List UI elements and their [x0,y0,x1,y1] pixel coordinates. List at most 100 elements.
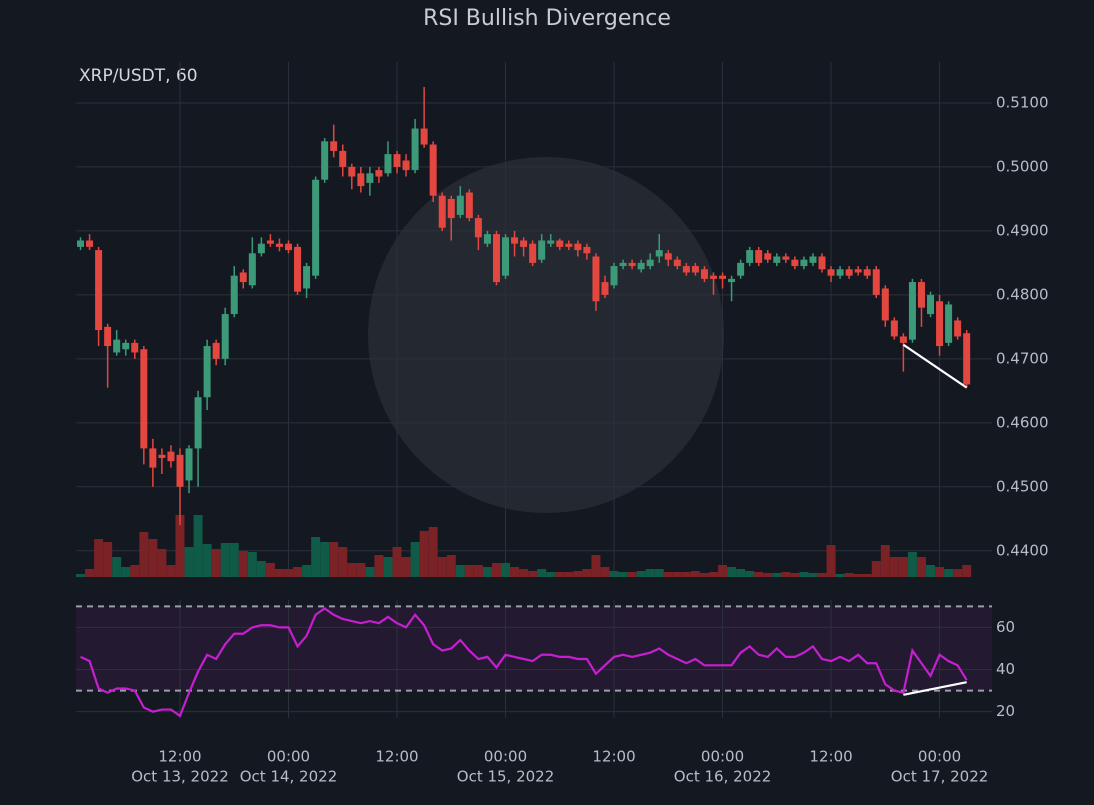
candle-body [845,269,853,276]
volume-bar [844,573,854,577]
volume-bar [754,572,764,577]
volume-bar [745,571,755,577]
volume-bar [374,555,384,577]
volume-bar [916,557,926,577]
candle-body [230,275,238,315]
candle-body [176,454,184,487]
volume-bar [283,569,293,577]
volume-bar [103,542,113,577]
y-tick-label: 0.5100 [996,93,1049,111]
candle-body [77,240,85,247]
volume-bar [238,551,248,577]
candle-body [420,128,428,145]
candle-body [764,253,772,260]
y-tick-label: 0.5000 [996,157,1049,175]
x-tick-date: Oct 13, 2022 [131,768,229,786]
x-tick-date: Oct 15, 2022 [457,768,555,786]
candle-body [167,451,175,462]
volume-bar [112,557,122,577]
candle-body [691,266,699,273]
candle-body [583,246,591,254]
volume-bar [898,557,908,577]
candle-body [239,272,247,283]
candle-body [863,269,871,276]
candle-body [538,240,546,260]
candle-body [818,256,826,270]
candle-body [330,141,338,151]
candle-body [492,234,500,283]
candle-body [782,256,790,260]
candle-body [628,262,636,267]
candle-body [402,160,410,171]
volume-bar [681,572,691,577]
candle-body [86,240,94,247]
volume-bar [410,542,420,577]
x-tick-label: 00:00 [918,748,961,766]
volume-bar [672,572,682,577]
volume-bar [799,572,809,577]
volume-bar [582,569,592,577]
candle-body [312,179,320,276]
volume-bar [220,543,230,577]
volume-bar [193,515,203,577]
volume-bar [699,573,709,577]
candle-body [556,240,564,247]
y-tick-label: 0.4400 [996,541,1049,559]
volume-bar [736,569,746,577]
candle-body [194,397,202,449]
x-tick-label: 00:00 [267,748,310,766]
chart-title: RSI Bullish Divergence [423,6,671,31]
candle-body [827,269,835,276]
candle-body [664,253,672,260]
volume-bar [573,571,583,577]
candle-body [284,243,292,251]
volume-bar [202,544,212,577]
volume-bar [401,557,411,577]
volume-bar [139,532,149,577]
volume-bar [772,573,782,577]
rsi-line [80,607,968,718]
rsi-tick-label: 40 [996,660,1015,678]
candle-body [221,314,229,359]
candle-body [303,266,311,289]
candle-body [854,269,862,273]
volume-bar [600,567,610,577]
volume-bar [591,555,601,577]
candle-body [122,342,130,350]
candle-body [927,294,935,315]
volume-bar [265,563,275,577]
volume-bar [690,571,700,577]
rsi-divergence-line [903,681,967,696]
candle-body [574,243,582,251]
candle-body [321,141,329,180]
candle-body [945,304,953,343]
y-tick-label: 0.4600 [996,413,1049,431]
candle-body [104,326,112,347]
candle-body [456,195,464,215]
volume-bar [473,565,483,577]
candle-body [773,256,781,263]
volume-bar [157,549,167,577]
candle-body [547,240,555,244]
candle-body [438,195,446,228]
x-tick-date: Oct 16, 2022 [674,768,772,786]
volume-bar [528,571,538,577]
candle-body [375,170,383,177]
candle-body [791,259,799,267]
volume-bar [166,565,176,577]
candle-body [502,237,510,276]
candle-body [393,154,401,167]
candle-body [357,173,365,187]
volume-bar [835,574,845,577]
volume-bar [130,565,140,577]
candle-body [447,198,455,219]
candle-body [700,269,708,279]
candle-body [890,320,898,337]
candle-body [348,166,356,177]
candle-body [709,275,717,279]
volume-bar [392,547,402,577]
candle-body [954,320,962,337]
candle-body [474,218,482,238]
rsi-tick-label: 60 [996,618,1015,636]
candle-body [339,150,347,167]
